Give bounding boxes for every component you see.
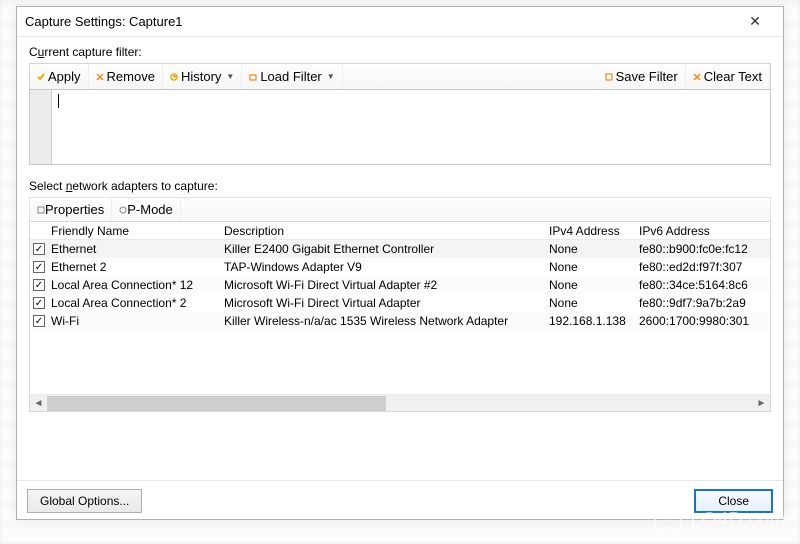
scroll-thumb[interactable]: [47, 396, 386, 411]
cell-desc: Microsoft Wi-Fi Direct Virtual Adapter #…: [221, 278, 546, 292]
grid-header[interactable]: Friendly Name Description IPv4 Address I…: [30, 222, 770, 240]
horizontal-scrollbar[interactable]: ◄ ►: [30, 394, 770, 411]
adapters-section-label: Select network adapters to capture:: [29, 179, 771, 193]
row-checkbox[interactable]: ✓: [33, 279, 45, 291]
close-button[interactable]: Close: [694, 489, 773, 513]
cell-name: Wi-Fi: [48, 314, 221, 328]
row-checkbox[interactable]: ✓: [33, 315, 45, 327]
clear-icon: [693, 73, 701, 81]
table-row[interactable]: ✓Local Area Connection* 12Microsoft Wi-F…: [30, 276, 770, 294]
pmode-button[interactable]: P-Mode: [112, 198, 181, 221]
remove-button[interactable]: Remove: [89, 64, 163, 89]
filter-toolbar: Apply Remove History ▼ Load Filter ▼ Sav…: [29, 63, 771, 89]
cell-ipv6: 2600:1700:9980:301: [636, 314, 770, 328]
global-options-button[interactable]: Global Options...: [27, 489, 142, 513]
cell-ipv6: fe80::b900:fc0e:fc12: [636, 242, 770, 256]
scroll-right-icon[interactable]: ►: [753, 395, 770, 412]
cell-ipv4: None: [546, 278, 636, 292]
cell-desc: Killer E2400 Gigabit Ethernet Controller: [221, 242, 546, 256]
table-row[interactable]: ✓EthernetKiller E2400 Gigabit Ethernet C…: [30, 240, 770, 258]
window-title: Capture Settings: Capture1: [25, 14, 735, 29]
cell-ipv4: None: [546, 242, 636, 256]
cell-ipv6: fe80::9df7:9a7b:2a9: [636, 296, 770, 310]
clear-text-button[interactable]: Clear Text: [686, 64, 770, 89]
cell-ipv4: None: [546, 260, 636, 274]
cell-ipv4: 192.168.1.138: [546, 314, 636, 328]
cell-ipv6: fe80::34ce:5164:8c6: [636, 278, 770, 292]
table-row[interactable]: ✓Ethernet 2TAP-Windows Adapter V9Nonefe8…: [30, 258, 770, 276]
cell-ipv6: fe80::ed2d:f97f:307: [636, 260, 770, 274]
history-icon: [170, 73, 178, 81]
dialog-footer: Global Options... Close: [17, 480, 783, 519]
cell-ipv4: None: [546, 296, 636, 310]
save-filter-button[interactable]: Save Filter: [598, 64, 686, 89]
titlebar[interactable]: Capture Settings: Capture1 ✕: [17, 7, 783, 37]
col-friendly-name[interactable]: Friendly Name: [48, 224, 221, 238]
apply-button[interactable]: Apply: [30, 64, 89, 89]
cell-name: Local Area Connection* 2: [48, 296, 221, 310]
pmode-icon: [119, 206, 127, 214]
adapters-grid: Friendly Name Description IPv4 Address I…: [29, 221, 771, 412]
filter-gutter: [30, 90, 52, 164]
text-cursor: [58, 94, 59, 108]
row-checkbox[interactable]: ✓: [33, 243, 45, 255]
row-checkbox[interactable]: ✓: [33, 297, 45, 309]
row-checkbox[interactable]: ✓: [33, 261, 45, 273]
chevron-down-icon: ▼: [327, 72, 335, 81]
chevron-down-icon: ▼: [226, 72, 234, 81]
filter-textarea[interactable]: [29, 89, 771, 165]
cell-name: Ethernet 2: [48, 260, 221, 274]
cell-name: Ethernet: [48, 242, 221, 256]
table-row[interactable]: ✓Wi-FiKiller Wireless-n/a/ac 1535 Wirele…: [30, 312, 770, 330]
filter-section-label: Current capture filter:: [29, 45, 771, 59]
properties-button[interactable]: Properties: [30, 198, 112, 221]
adapters-toolbar: Properties P-Mode: [29, 197, 771, 221]
cell-desc: Microsoft Wi-Fi Direct Virtual Adapter: [221, 296, 546, 310]
load-filter-button[interactable]: Load Filter ▼: [242, 64, 342, 89]
close-icon[interactable]: ✕: [735, 8, 775, 36]
history-button[interactable]: History ▼: [163, 64, 242, 89]
col-ipv6[interactable]: IPv6 Address: [636, 224, 770, 238]
properties-icon: [37, 206, 45, 214]
capture-settings-dialog: Capture Settings: Capture1 ✕ Current cap…: [16, 6, 784, 520]
cell-desc: TAP-Windows Adapter V9: [221, 260, 546, 274]
cell-name: Local Area Connection* 12: [48, 278, 221, 292]
load-icon: [249, 73, 257, 81]
apply-icon: [37, 73, 45, 81]
scroll-left-icon[interactable]: ◄: [30, 395, 47, 412]
save-icon: [605, 73, 613, 81]
scroll-track[interactable]: [47, 395, 753, 411]
remove-icon: [96, 73, 104, 81]
col-description[interactable]: Description: [221, 224, 546, 238]
cell-desc: Killer Wireless-n/a/ac 1535 Wireless Net…: [221, 314, 546, 328]
col-ipv4[interactable]: IPv4 Address: [546, 224, 636, 238]
table-row[interactable]: ✓Local Area Connection* 2Microsoft Wi-Fi…: [30, 294, 770, 312]
